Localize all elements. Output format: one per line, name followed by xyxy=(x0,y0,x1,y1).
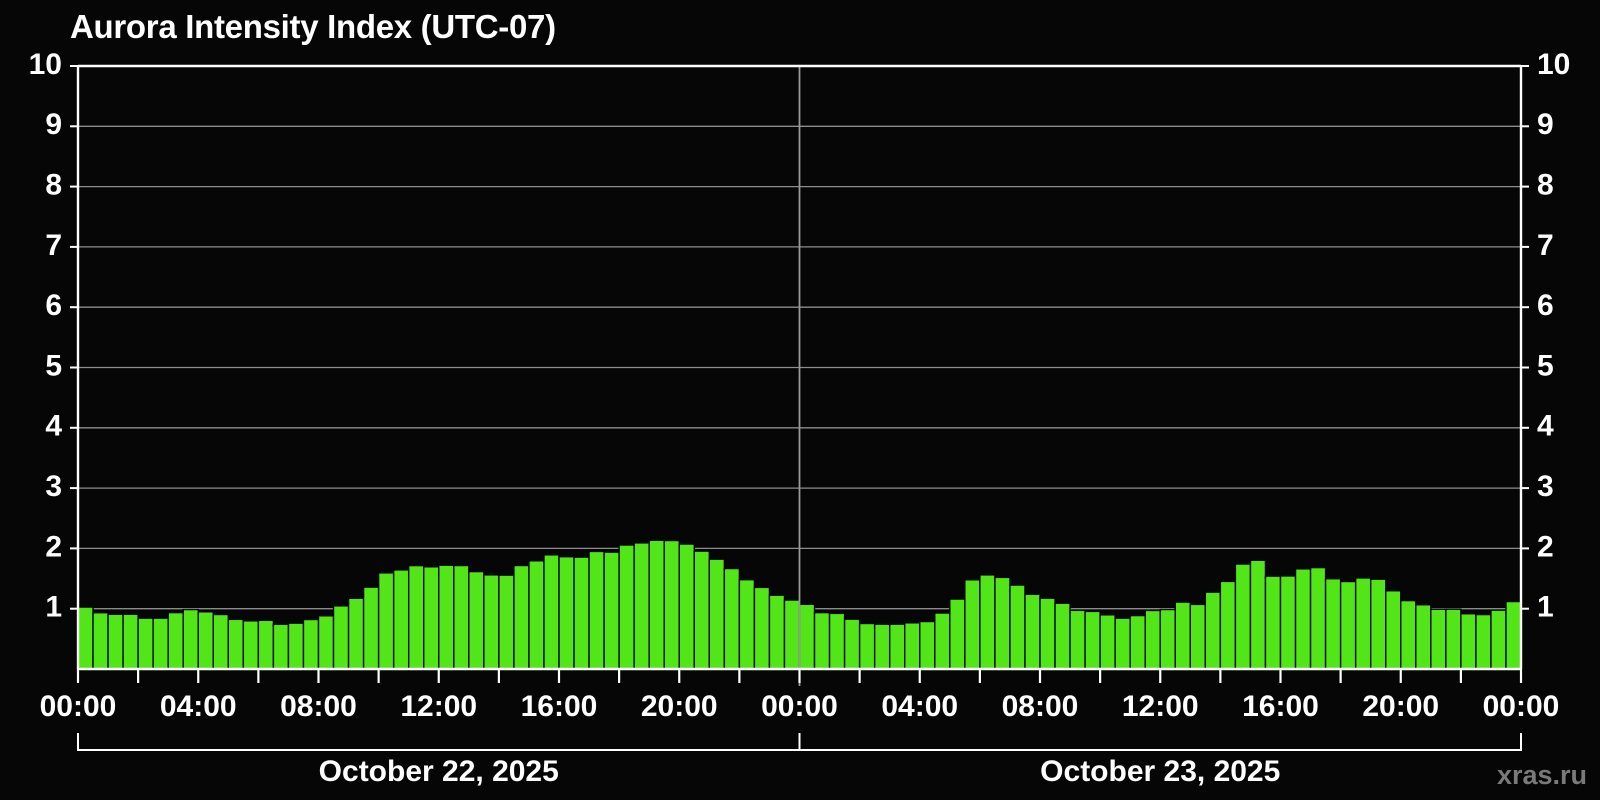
svg-text:7: 7 xyxy=(1537,229,1554,262)
svg-text:October 23, 2025: October 23, 2025 xyxy=(1040,755,1280,788)
svg-text:4: 4 xyxy=(45,410,62,443)
svg-text:xras.ru: xras.ru xyxy=(1497,760,1587,790)
svg-text:04:00: 04:00 xyxy=(881,690,958,723)
svg-text:1: 1 xyxy=(1537,591,1554,624)
svg-text:2: 2 xyxy=(45,530,62,563)
svg-text:10: 10 xyxy=(29,48,62,81)
svg-text:08:00: 08:00 xyxy=(280,690,357,723)
svg-text:12:00: 12:00 xyxy=(1122,690,1199,723)
svg-text:20:00: 20:00 xyxy=(1362,690,1439,723)
svg-text:20:00: 20:00 xyxy=(641,690,718,723)
svg-text:1: 1 xyxy=(45,591,62,624)
svg-text:3: 3 xyxy=(45,470,62,503)
svg-text:8: 8 xyxy=(1537,169,1554,202)
svg-text:6: 6 xyxy=(45,289,62,322)
svg-text:Aurora Intensity Index (UTC-07: Aurora Intensity Index (UTC-07) xyxy=(70,8,556,45)
svg-text:16:00: 16:00 xyxy=(521,690,598,723)
svg-text:8: 8 xyxy=(45,169,62,202)
svg-text:00:00: 00:00 xyxy=(40,690,117,723)
svg-text:08:00: 08:00 xyxy=(1002,690,1079,723)
svg-text:16:00: 16:00 xyxy=(1242,690,1319,723)
svg-text:9: 9 xyxy=(45,108,62,141)
svg-text:5: 5 xyxy=(1537,349,1554,382)
svg-text:3: 3 xyxy=(1537,470,1554,503)
svg-text:00:00: 00:00 xyxy=(1483,690,1560,723)
svg-text:2: 2 xyxy=(1537,530,1554,563)
svg-text:5: 5 xyxy=(45,349,62,382)
svg-text:7: 7 xyxy=(45,229,62,262)
svg-text:October 22, 2025: October 22, 2025 xyxy=(319,755,559,788)
svg-text:9: 9 xyxy=(1537,108,1554,141)
svg-text:4: 4 xyxy=(1537,410,1554,443)
svg-text:04:00: 04:00 xyxy=(160,690,237,723)
svg-text:6: 6 xyxy=(1537,289,1554,322)
svg-text:00:00: 00:00 xyxy=(761,690,838,723)
svg-text:10: 10 xyxy=(1537,48,1570,81)
svg-text:12:00: 12:00 xyxy=(400,690,477,723)
